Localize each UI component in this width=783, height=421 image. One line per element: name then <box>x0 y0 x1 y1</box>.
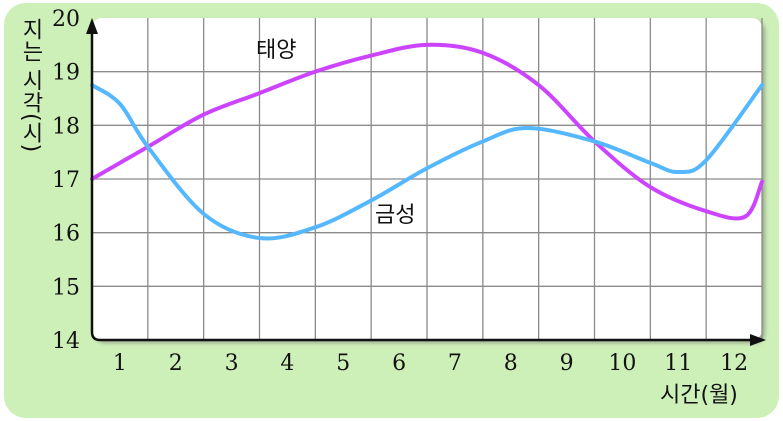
series-line-venus <box>90 83 764 241</box>
y-tick-label: 16 <box>52 222 80 247</box>
series-label-venus: 금성 <box>375 203 415 228</box>
series-line-sun <box>90 42 764 221</box>
x-tick-label: 2 <box>169 351 183 376</box>
y-axis-label: 지는 시각(시) <box>18 18 43 153</box>
x-tick-label: 7 <box>448 351 462 376</box>
x-axis-arrow-icon <box>750 334 766 346</box>
x-tick-label: 9 <box>560 351 574 376</box>
y-tick-label: 18 <box>52 114 80 139</box>
x-tick-label: 11 <box>664 351 692 376</box>
y-tick-label: 17 <box>52 168 80 193</box>
x-tick-label: 3 <box>225 351 239 376</box>
y-tick-label: 14 <box>52 329 80 354</box>
x-tick-label: 8 <box>504 351 518 376</box>
x-tick-label: 1 <box>113 351 127 376</box>
x-tick-label: 12 <box>720 351 748 376</box>
y-tick-label: 20 <box>52 7 80 32</box>
x-tick-label: 4 <box>280 351 294 376</box>
series-label-sun: 태양 <box>256 38 296 63</box>
x-tick-label: 6 <box>392 351 406 376</box>
y-axis-arrow-icon <box>86 18 98 34</box>
axes <box>90 22 756 342</box>
y-tick-label: 19 <box>52 61 80 86</box>
x-tick-label: 10 <box>608 351 636 376</box>
x-axis-label: 시간(월) <box>660 383 738 408</box>
x-tick-label: 5 <box>336 351 350 376</box>
y-tick-label: 15 <box>52 275 80 300</box>
